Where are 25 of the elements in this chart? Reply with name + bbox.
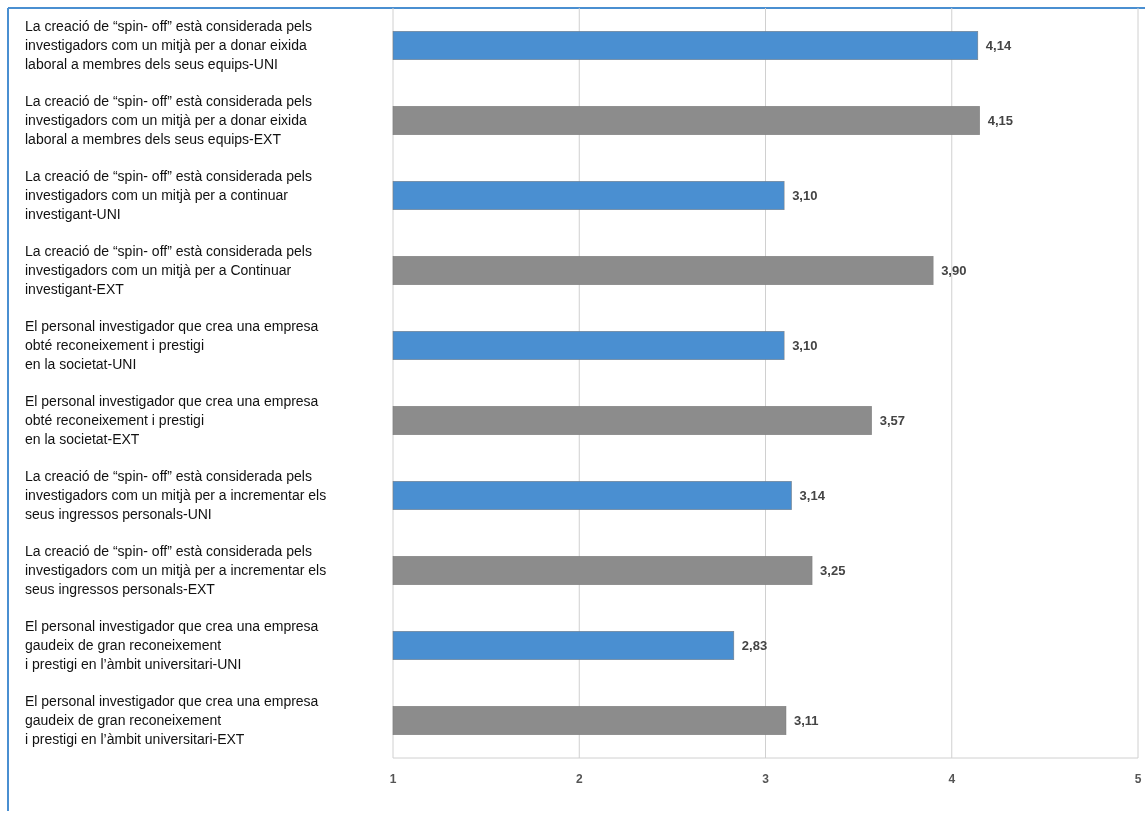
data-label: 3,10 (792, 338, 818, 354)
x-tick-label: 4 (948, 772, 956, 787)
data-label: 3,90 (941, 263, 967, 279)
y-tick-label: La creació de “spin- off” està considerada pels investigadors com un mitjà per a donar eixida laboral a membres dels seus equips-EXT (25, 93, 312, 148)
x-tick-label: 3 (762, 772, 770, 787)
data-label: 4,14 (985, 38, 1012, 54)
y-tick-label: La creació de “spin- off” està considerada pels investigadors com un mitjà per a continuar investigant-UNI (25, 168, 312, 223)
x-tick-label: 1 (389, 772, 397, 787)
y-tick-label: El personal investigador que crea una empresa obté reconeixement i prestigi en la societat-EXT (25, 393, 319, 448)
data-label: 3,57 (879, 413, 905, 429)
y-tick-label: La creació de “spin- off” està considerada pels investigadors com un mitjà per a Continuar investigant-EXT (25, 243, 312, 298)
y-tick-label: La creació de “spin- off” està considerada pels investigadors com un mitjà per a donar eixida laboral a membres dels seus equips-UNI (25, 18, 312, 73)
data-label: 3,11 (793, 713, 819, 729)
data-label: 4,15 (987, 113, 1013, 129)
y-tick-label: El personal investigador que crea una empresa gaudeix de gran reconeixement i prestigi en l’àmbit universitari-UNI (25, 618, 319, 673)
data-label: 3,25 (820, 563, 846, 579)
data-label: 3,10 (792, 188, 818, 204)
y-tick-label: El personal investigador que crea una empresa obté reconeixement i prestigi en la societat-UNI (25, 318, 319, 373)
y-tick-label: La creació de “spin- off” està considerada pels investigadors com un mitjà per a incrementar els seus ingressos personals-EXT (25, 543, 327, 598)
x-tick-label: 2 (575, 772, 583, 787)
data-label: 2,83 (741, 638, 768, 654)
x-tick-label: 5 (1134, 772, 1142, 787)
y-tick-label: La creació de “spin- off” està considerada pels investigadors com un mitjà per a incrementar els seus ingressos personals-UNI (25, 468, 327, 523)
y-tick-label: El personal investigador que crea una empresa gaudeix de gran reconeixement i prestigi en l’àmbit universitari-EXT (25, 693, 319, 748)
data-label: 3,14 (799, 488, 826, 504)
